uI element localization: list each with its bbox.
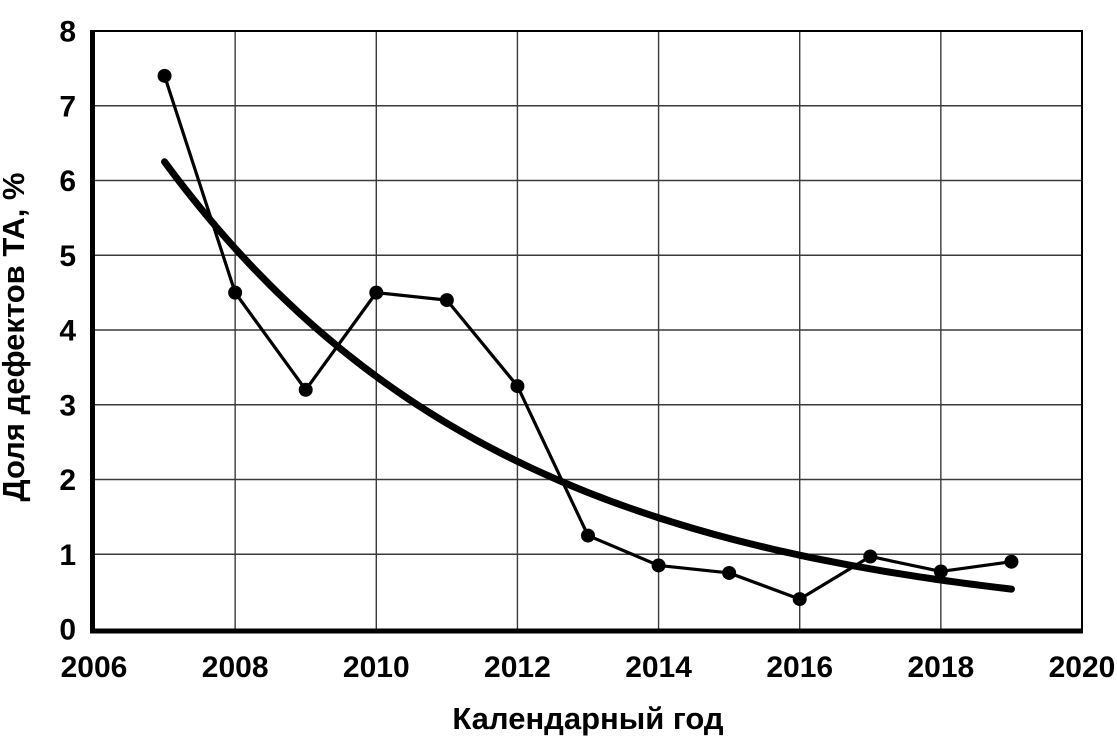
x-tick-label: 2008: [202, 651, 269, 684]
defect-share-polyline: [162, 74, 1014, 601]
x-tick-label: 2018: [907, 651, 974, 684]
y-tick-label: 1: [59, 539, 76, 572]
data-point-marker: [581, 528, 595, 543]
exponential-trend-curve: [161, 158, 1015, 593]
data-point-marker: [933, 564, 948, 579]
y-tick-label: 8: [59, 16, 76, 49]
y-tick-label: 0: [59, 614, 76, 647]
data-point-marker: [157, 68, 172, 83]
y-axis-title: Доля дефектов ТА, %: [0, 173, 31, 502]
x-tick-label: 2020: [1049, 651, 1116, 684]
data-point-marker: [510, 379, 525, 394]
data-point-markers: [157, 68, 1019, 607]
trend-line: [161, 158, 1015, 593]
data-point-marker: [1004, 554, 1019, 569]
y-tick-label: 3: [59, 389, 76, 422]
data-series-line: [162, 74, 1014, 601]
axis-spines: [90, 30, 1083, 634]
data-point-marker: [722, 565, 737, 580]
grid-lines: [94, 31, 1082, 629]
data-point-marker: [792, 592, 807, 607]
data-point-marker: [439, 293, 454, 308]
data-point-marker: [863, 549, 878, 564]
x-tick-label: 2016: [766, 651, 833, 684]
y-tick-label: 2: [59, 464, 76, 497]
x-tick-label: 2014: [625, 651, 692, 684]
x-axis-title: Календарный год: [452, 701, 724, 736]
x-tick-label: 2006: [61, 651, 128, 684]
plot-frame: [90, 30, 1083, 634]
y-axis-tick-labels: 0 1 2 3 4 5 6 7 8: [59, 16, 76, 647]
data-point-marker: [298, 382, 313, 397]
y-tick-label: 7: [59, 90, 76, 123]
data-point-marker: [651, 558, 666, 573]
data-point-marker: [369, 285, 384, 300]
y-tick-label: 6: [59, 165, 76, 198]
y-tick-label: 5: [59, 240, 76, 273]
y-tick-label: 4: [59, 315, 76, 348]
x-tick-label: 2012: [484, 651, 551, 684]
x-axis-tick-labels: 2006 2008 2010 2012 2014 2016 2018 2020: [61, 651, 1116, 684]
data-point-marker: [228, 285, 243, 300]
x-tick-label: 2010: [343, 651, 410, 684]
